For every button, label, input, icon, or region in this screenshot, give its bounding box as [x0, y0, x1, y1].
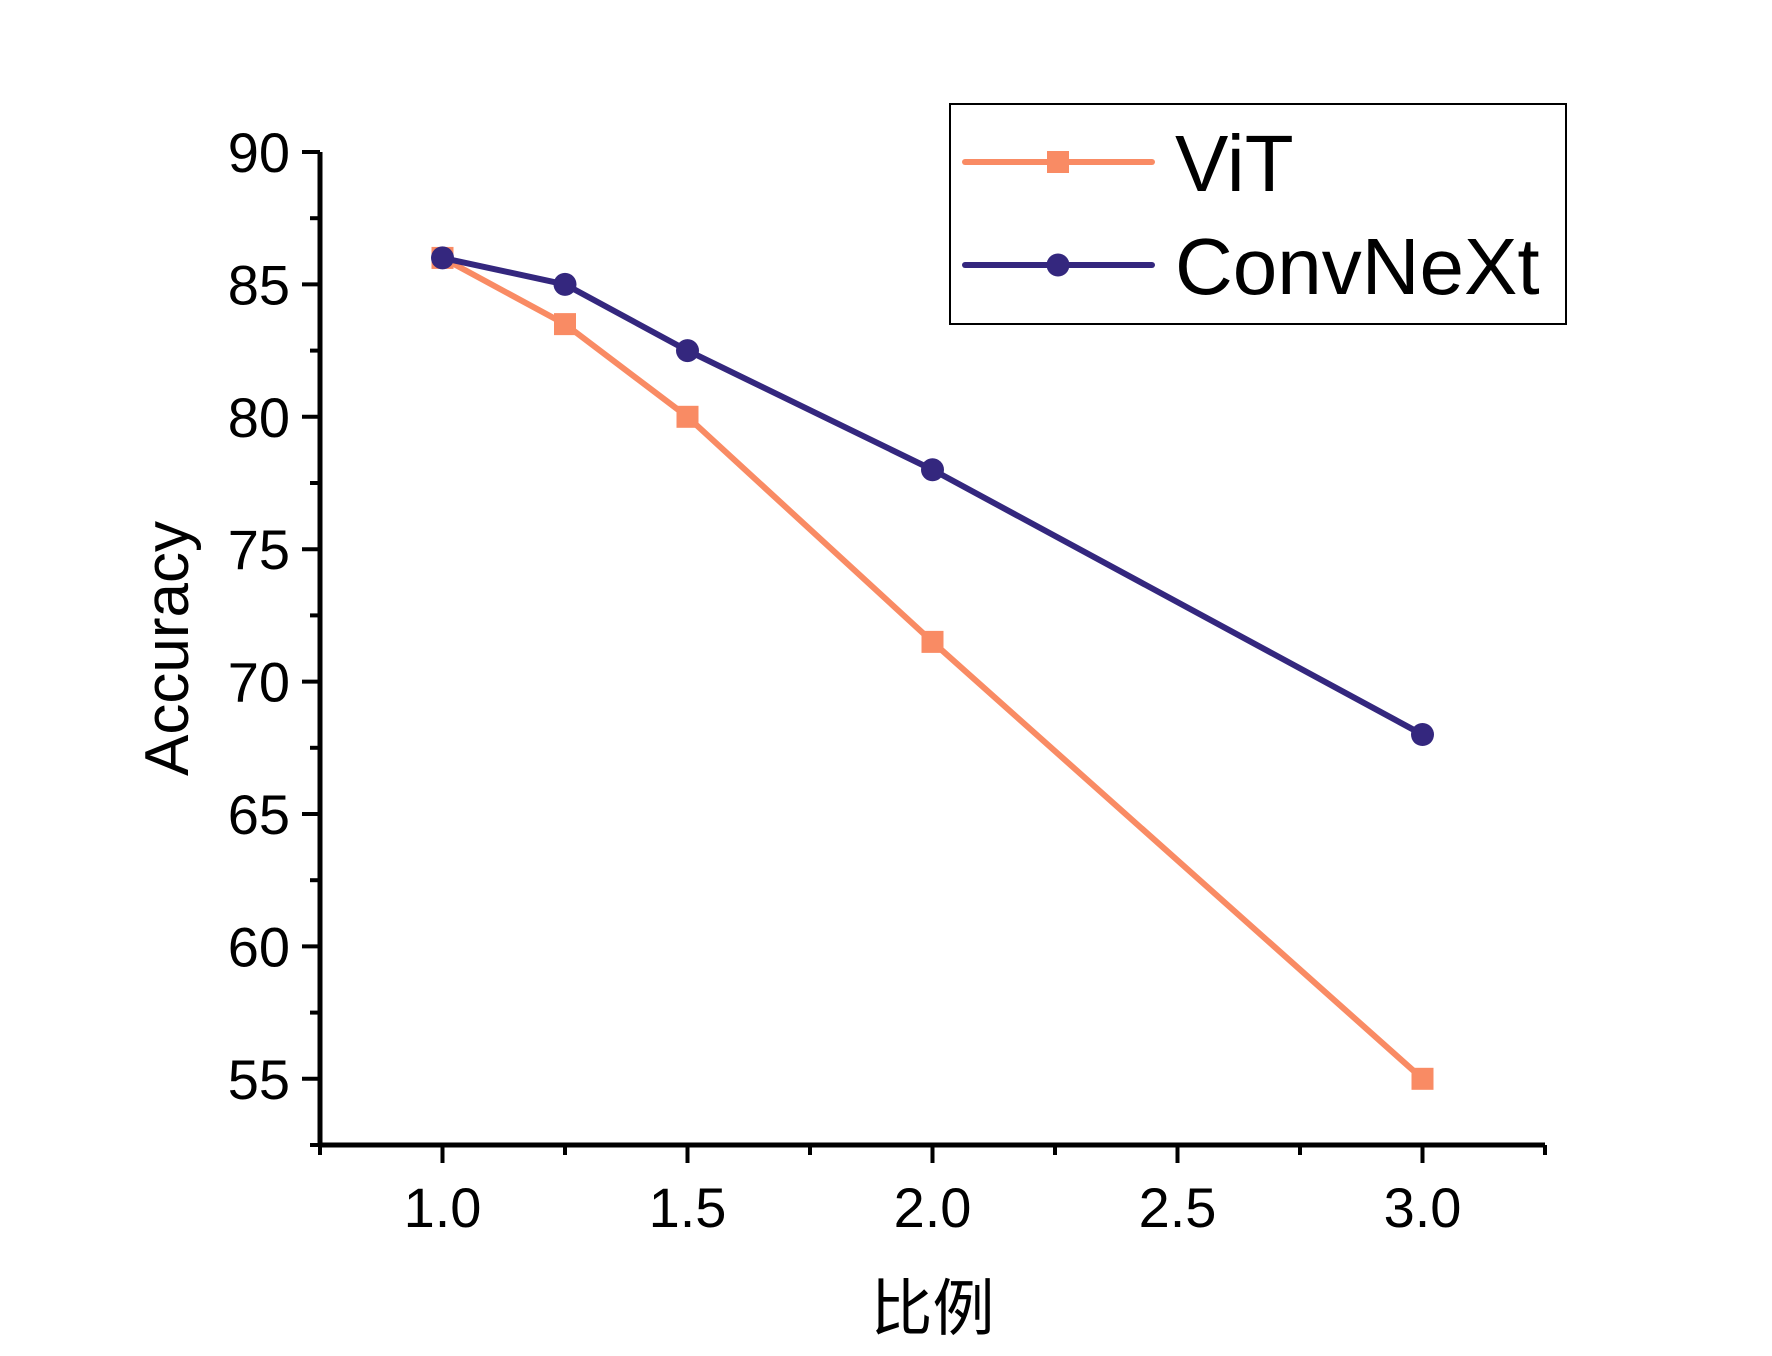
x-tick-label: 1.0 — [404, 1176, 482, 1239]
x-axis-title: 比例 — [870, 1275, 994, 1344]
y-tick-label: 70 — [228, 651, 290, 714]
data-point-convnext — [1411, 723, 1434, 747]
y-tick-label: 55 — [228, 1048, 290, 1111]
data-point-convnext — [921, 458, 944, 482]
y-tick-label: 75 — [228, 518, 290, 581]
x-tick-label: 1.5 — [649, 1176, 727, 1239]
y-tick-label: 85 — [228, 253, 290, 316]
data-point-vit — [676, 405, 699, 428]
data-point-vit — [1411, 1067, 1434, 1090]
x-tick-label: 2.0 — [894, 1176, 972, 1239]
data-point-vit — [921, 630, 944, 653]
data-point-vit — [554, 313, 576, 336]
legend-marker-vit — [1047, 151, 1069, 173]
plot-area — [431, 246, 1434, 1090]
y-tick-label: 60 — [228, 915, 290, 978]
legend: ViT ConvNeXt — [949, 103, 1567, 325]
series-line-convnext — [439, 254, 1426, 738]
legend-box — [949, 103, 1567, 325]
legend-label-convnext: ConvNeXt — [1175, 222, 1540, 311]
data-point-convnext — [553, 272, 577, 296]
y-tick-label: 90 — [228, 121, 290, 184]
y-axis-title: Accuracy — [133, 521, 202, 776]
x-tick-label: 3.0 — [1384, 1176, 1462, 1239]
series-line-vit — [439, 254, 1426, 1082]
data-point-convnext — [676, 339, 699, 363]
y-tick-label: 65 — [228, 783, 290, 846]
y-tick-label: 80 — [228, 386, 290, 449]
x-tick-label: 2.5 — [1139, 1176, 1217, 1239]
axes: 55 60 65 70 75 80 85 90 1.0 1.5 2.0 2.5 3.0 — [228, 121, 1547, 1239]
legend-label-vit: ViT — [1175, 119, 1294, 208]
data-point-convnext — [431, 246, 454, 270]
legend-marker-convnext — [1046, 253, 1070, 277]
